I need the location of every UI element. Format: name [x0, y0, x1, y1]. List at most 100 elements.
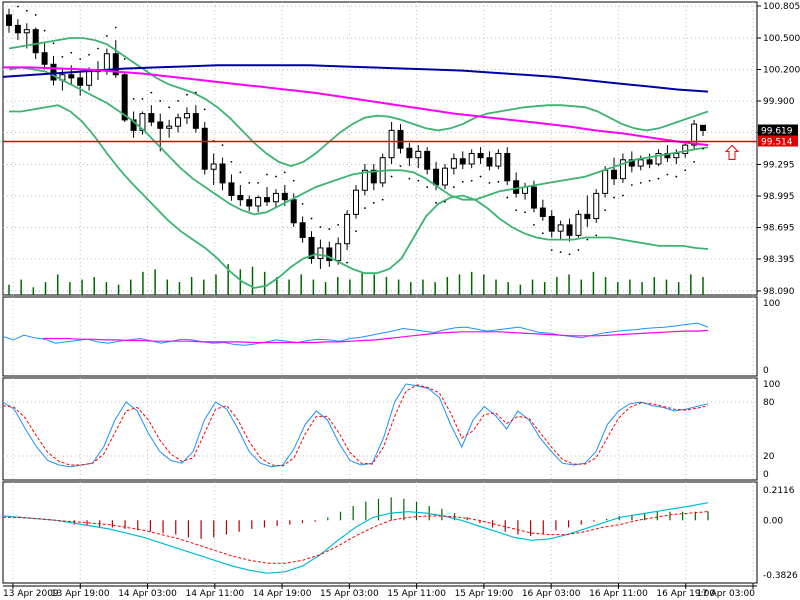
candle-body [406, 147, 413, 159]
rsi-ma-line [43, 329, 709, 344]
sar-dot [417, 179, 420, 182]
candle-body [299, 222, 306, 238]
price-y-tick-label: 99.295 [763, 161, 795, 171]
macd-main-line [2, 502, 709, 574]
sar-dot [515, 209, 518, 212]
candle-body [344, 213, 351, 245]
ma-magenta-line [3, 66, 709, 147]
candle-body [77, 77, 84, 86]
candle-body [32, 29, 39, 54]
macd-signal-line [3, 511, 709, 564]
sar-dot [43, 29, 46, 32]
sar-dot [595, 234, 598, 237]
macd-y-tick-label: 0.00 [763, 516, 783, 526]
rsi-y-tick-label: 100 [763, 299, 780, 309]
candle-body [424, 150, 431, 170]
sar-dot [114, 26, 117, 29]
x-tick-label: 17 Apr 03:00 [696, 589, 755, 599]
candle-body [477, 152, 484, 159]
macd-y-tick-label: 0.2116 [763, 486, 795, 496]
price-y-tick-label: 99.900 [763, 97, 795, 107]
sar-dot [248, 181, 251, 184]
candle-body [415, 150, 422, 159]
candle-body [219, 163, 226, 184]
stoch-main-line [2, 383, 709, 468]
candle-body [103, 53, 110, 71]
rsi-y-tick-label: 0 [763, 366, 769, 376]
candle-body [433, 168, 440, 186]
x-tick-label: 15 Apr 11:00 [387, 589, 446, 599]
sar-dot [399, 165, 402, 167]
sar-dot [105, 35, 108, 37]
sar-dot [390, 175, 393, 178]
sar-dot [550, 249, 553, 251]
candle-body [637, 159, 644, 167]
candle-body [397, 129, 404, 149]
candle-body [459, 158, 466, 165]
sar-dot [61, 56, 64, 58]
macd-pane-frame [2, 481, 758, 584]
buy-arrow-icon [724, 144, 740, 160]
candle-body [673, 152, 680, 159]
x-tick-label: 13 Apr 19:00 [51, 589, 110, 599]
candle-body [130, 119, 137, 131]
candle-body [192, 113, 199, 129]
x-tick-label: 14 Apr 19:00 [253, 589, 312, 599]
candle-body [575, 213, 582, 236]
sar-dot [52, 42, 55, 45]
bollinger-lower-line [9, 104, 709, 289]
candle-body [41, 52, 48, 65]
candle-body [308, 236, 315, 259]
sar-dot [702, 147, 704, 150]
sar-dot [622, 194, 624, 197]
sar-dot [639, 181, 642, 184]
sar-dot [79, 58, 82, 60]
sar-dot [435, 201, 437, 204]
price-y-tick-label: 100.500 [763, 34, 800, 44]
candle-body [619, 159, 626, 180]
sar-dot [426, 186, 429, 188]
price-y-tick-label: 100.200 [763, 66, 800, 76]
candle-body [201, 127, 208, 170]
candle-body [317, 247, 324, 259]
sar-dot [319, 226, 322, 228]
candle-body [255, 197, 262, 207]
sar-dot [657, 177, 660, 180]
sar-dot [497, 180, 500, 183]
stoch-y-tick-label: 0 [763, 470, 769, 480]
candle-body [23, 29, 30, 34]
x-tick-label: 13 Apr 2009 [3, 589, 59, 599]
candle-body [361, 169, 368, 191]
sar-dot [604, 209, 607, 212]
price-y-tick-label: 98.090 [763, 287, 795, 297]
price-y-tick-label: 100.805 [763, 2, 800, 12]
x-tick-label: 15 Apr 03:00 [320, 589, 379, 599]
candle-body [468, 152, 475, 165]
sar-dot [613, 196, 615, 199]
candle-body [139, 113, 146, 131]
price-pane-frame [2, 1, 758, 296]
x-tick-label: 14 Apr 11:00 [185, 589, 244, 599]
stoch-y-tick-label: 20 [763, 452, 775, 462]
candle-body [210, 163, 217, 170]
sar-dot [479, 175, 482, 178]
bollinger-upper-line [8, 37, 709, 168]
sar-dot [533, 223, 535, 226]
stoch-y-tick-label: 80 [763, 398, 775, 408]
price-y-tick-label: 98.995 [763, 192, 795, 202]
sar-dot [666, 173, 669, 176]
sar-dot [141, 98, 144, 100]
sar-dot [230, 160, 233, 163]
candle-body [557, 224, 564, 232]
candle-body [228, 182, 235, 196]
candle-body [691, 123, 698, 146]
sar-dot [123, 58, 126, 60]
sar-dot [568, 253, 571, 256]
candle-body [539, 207, 546, 217]
sar-dot [488, 181, 491, 184]
candle-body [112, 53, 119, 76]
sar-dot [34, 14, 37, 16]
price-tag-box [758, 124, 798, 136]
sar-dot [88, 53, 90, 56]
